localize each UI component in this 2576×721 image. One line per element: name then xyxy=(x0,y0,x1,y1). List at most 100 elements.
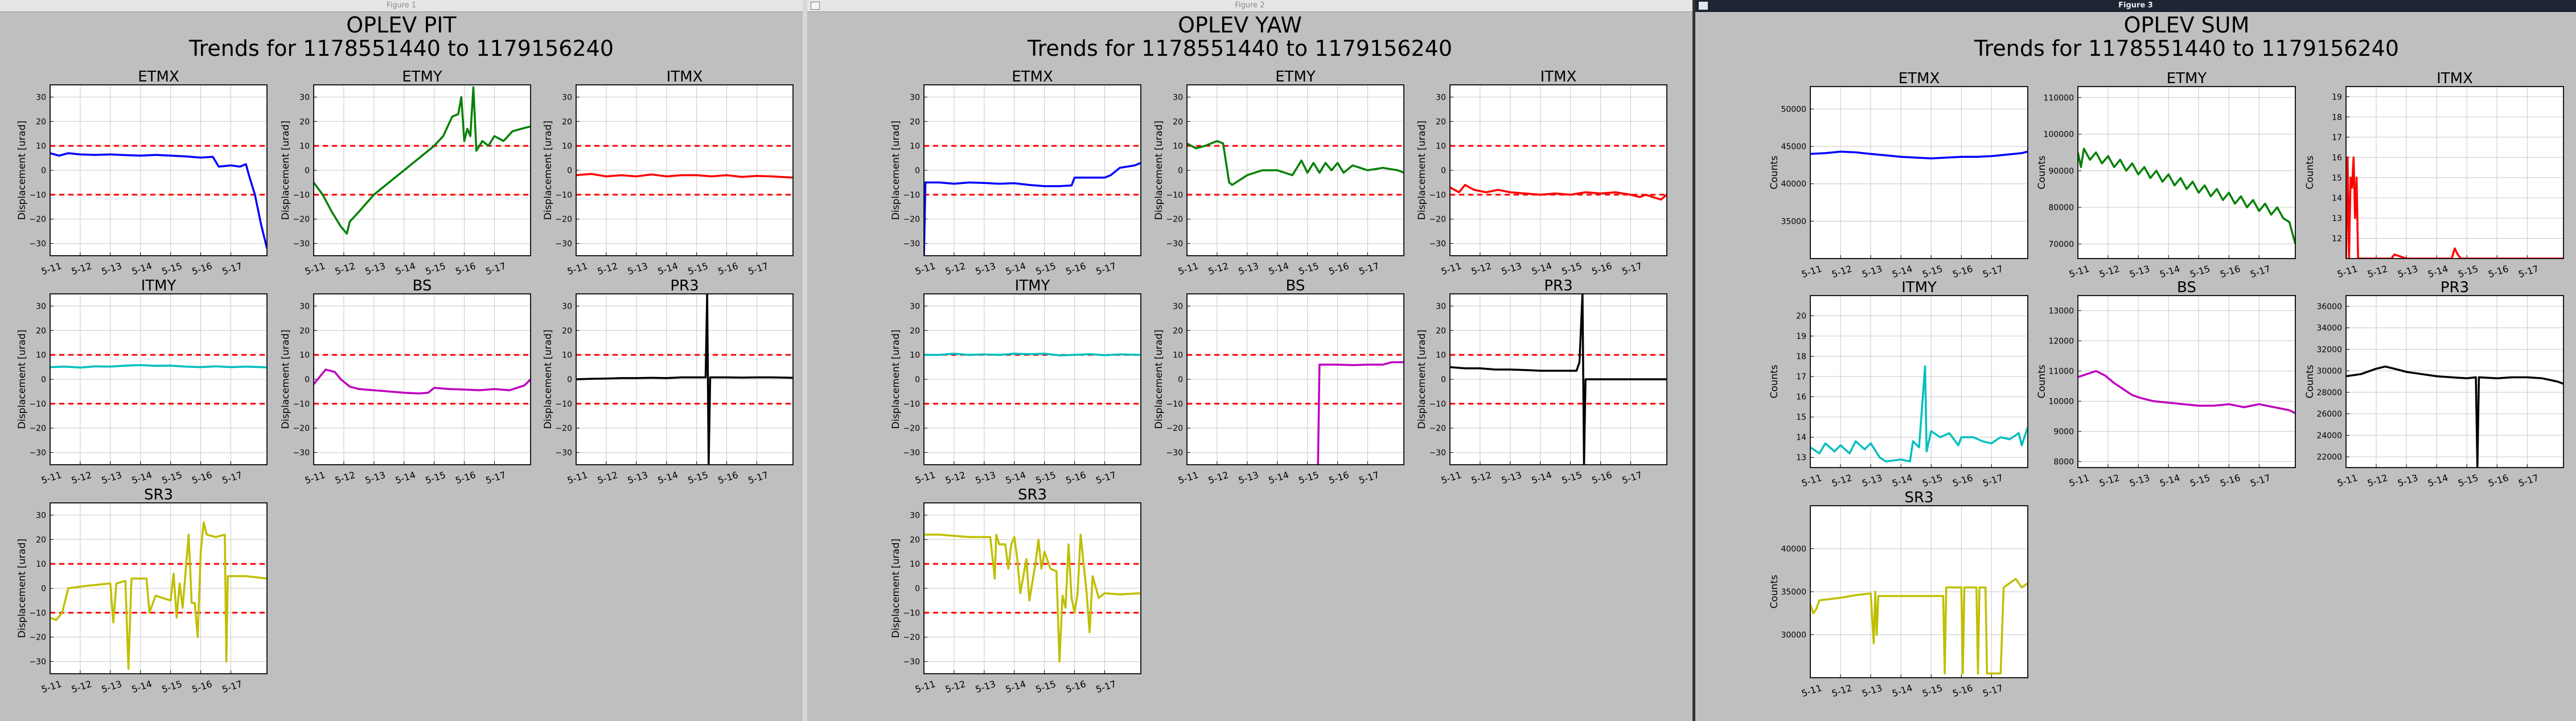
x-tick-label: 5-12 xyxy=(596,469,619,486)
subplot-title: ETMY xyxy=(402,68,442,85)
subplot-title: PR3 xyxy=(670,277,699,294)
window-menu-button[interactable] xyxy=(1699,2,1708,10)
x-tick-label: 5-15 xyxy=(1921,472,1944,489)
subplot-etmy: −30 −20 −10 0 10 20 30 5-11 5-12 5-13 5-14 5-15 5-16… xyxy=(280,68,531,277)
x-tick-label: 5-11 xyxy=(1800,263,1823,280)
figure-title: OPLEV YAW xyxy=(1178,13,1302,38)
x-tick-label: 5-11 xyxy=(566,260,589,277)
x-tick-label: 5-13 xyxy=(1860,263,1883,280)
y-tick-label: −20 xyxy=(1166,215,1183,224)
y-tick-label: 17 xyxy=(2332,133,2342,142)
y-tick-label: 30 xyxy=(910,302,920,311)
plot-frame xyxy=(1186,293,1404,465)
subplot-title: SR3 xyxy=(144,486,173,503)
plot-frame xyxy=(1810,86,2028,259)
subplot-title: BS xyxy=(2177,279,2196,296)
y-tick-label: 36000 xyxy=(2316,302,2342,312)
x-tick-label: 5-11 xyxy=(1177,469,1199,486)
y-tick-label: −10 xyxy=(903,191,920,200)
subplot-title: ITMY xyxy=(141,277,176,294)
y-tick-label: −10 xyxy=(1166,400,1183,409)
x-tick-label: 5-15 xyxy=(687,469,709,486)
y-tick-label: 13 xyxy=(2332,214,2342,223)
plot-frame xyxy=(923,502,1141,674)
plot-frame xyxy=(313,84,531,256)
x-tick-label: 5-14 xyxy=(1891,472,1913,489)
y-tick-label: −10 xyxy=(293,400,310,409)
plot-frame xyxy=(2077,86,2296,259)
x-tick-label: 5-16 xyxy=(191,260,213,277)
y-tick-label: −10 xyxy=(555,191,572,200)
y-axis-label: Displacement [urad] xyxy=(280,330,291,429)
x-tick-label: 5-13 xyxy=(2128,263,2151,280)
subplot-title: ETMY xyxy=(2167,70,2207,87)
y-axis-label: Displacement [urad] xyxy=(890,330,902,429)
figure-2-titlebar[interactable]: Figure 2 xyxy=(807,0,1692,12)
x-tick-label: 5-11 xyxy=(1800,472,1823,489)
x-tick-label: 5-15 xyxy=(1560,469,1583,486)
x-tick-label: 5-16 xyxy=(1951,472,1974,489)
x-tick-label: 5-16 xyxy=(1328,469,1350,486)
y-tick-label: 35000 xyxy=(1781,588,1806,597)
subplot-title: PR3 xyxy=(2441,279,2469,296)
x-tick-label: 5-14 xyxy=(656,469,679,486)
plot-frame xyxy=(576,293,794,465)
x-tick-label: 5-11 xyxy=(1440,469,1462,486)
x-tick-label: 5-11 xyxy=(914,469,936,486)
subplot-title: ITMX xyxy=(667,68,703,85)
subplot-etmy: 70000 80000 90000 100000 110000 5-11 5-12 5-13 5… xyxy=(2036,70,2296,280)
window-menu-button[interactable] xyxy=(811,2,820,10)
y-tick-label: −30 xyxy=(1429,240,1446,249)
x-tick-label: 5-11 xyxy=(914,260,936,277)
subplot-etmx: −30 −20 −10 0 10 20 30 5-11 5-12 5-13 5-14 5-15 5-16… xyxy=(17,68,268,277)
subplot-sr3: −30 −20 −10 0 10 20 30 5-11 5-12 5-13 5-14 5-15 5-16… xyxy=(890,486,1141,695)
y-tick-label: 13000 xyxy=(2048,306,2074,316)
y-tick-label: 24000 xyxy=(2316,431,2342,440)
plot-frame xyxy=(576,84,794,256)
y-tick-label: 30 xyxy=(1436,302,1446,311)
x-tick-label: 5-15 xyxy=(1297,260,1320,277)
x-tick-label: 5-13 xyxy=(100,469,123,486)
y-tick-label: 10 xyxy=(1173,351,1183,360)
subplot-bs: 8000 9000 10000 11000 12000 13000 5-11 5-12 5-13… xyxy=(2036,279,2296,489)
figure-3-titlebar[interactable]: Figure 3 xyxy=(1695,0,2576,12)
y-tick-label: 20 xyxy=(36,326,46,335)
y-tick-label: 10 xyxy=(299,142,310,151)
figure-1-titlebar[interactable]: Figure 1 xyxy=(0,0,803,12)
y-tick-label: 0 xyxy=(1178,375,1183,384)
series-line-etmy xyxy=(1187,140,1404,186)
y-tick-label: 30 xyxy=(299,93,310,102)
x-tick-label: 5-12 xyxy=(944,260,967,277)
x-tick-label: 5-14 xyxy=(1267,260,1290,277)
x-tick-label: 5-17 xyxy=(1095,260,1118,277)
series-line-itmx xyxy=(576,173,793,179)
figure-1-window-title: Figure 1 xyxy=(386,1,417,10)
y-tick-label: 8000 xyxy=(2053,457,2074,466)
y-tick-label: 20 xyxy=(1796,312,1806,321)
x-tick-label: 5-14 xyxy=(130,469,153,486)
y-tick-label: 12000 xyxy=(2048,337,2074,346)
x-tick-label: 5-16 xyxy=(191,678,213,695)
series-line-pr3 xyxy=(576,294,793,465)
y-tick-label: 20 xyxy=(1436,326,1446,335)
y-tick-label: 15 xyxy=(1796,413,1806,422)
y-tick-label: 10 xyxy=(36,142,46,151)
y-axis-label: Displacement [urad] xyxy=(890,539,902,638)
y-tick-label: 10 xyxy=(36,560,46,569)
y-tick-label: −30 xyxy=(1166,240,1183,249)
y-tick-label: 0 xyxy=(305,166,310,175)
x-tick-label: 5-13 xyxy=(974,678,997,695)
x-tick-label: 5-16 xyxy=(1065,469,1087,486)
y-tick-label: 90000 xyxy=(2048,167,2074,176)
y-tick-label: 10 xyxy=(562,142,572,151)
y-tick-label: 0 xyxy=(1178,166,1183,175)
x-tick-label: 5-13 xyxy=(1860,682,1883,699)
series-line-itmy xyxy=(50,364,267,369)
y-tick-label: 30 xyxy=(36,93,46,102)
y-tick-label: −20 xyxy=(1429,424,1446,433)
y-axis-label: Displacement [urad] xyxy=(543,330,554,429)
figure-3-window: Figure 3 OPLEV SUM Trends for 1178551440 … xyxy=(1695,0,2576,721)
subplot-pr3: 22000 24000 26000 28000 30000 32000 34000 36000… xyxy=(2304,279,2564,489)
y-tick-label: −10 xyxy=(29,400,46,409)
y-tick-label: 20 xyxy=(36,117,46,126)
